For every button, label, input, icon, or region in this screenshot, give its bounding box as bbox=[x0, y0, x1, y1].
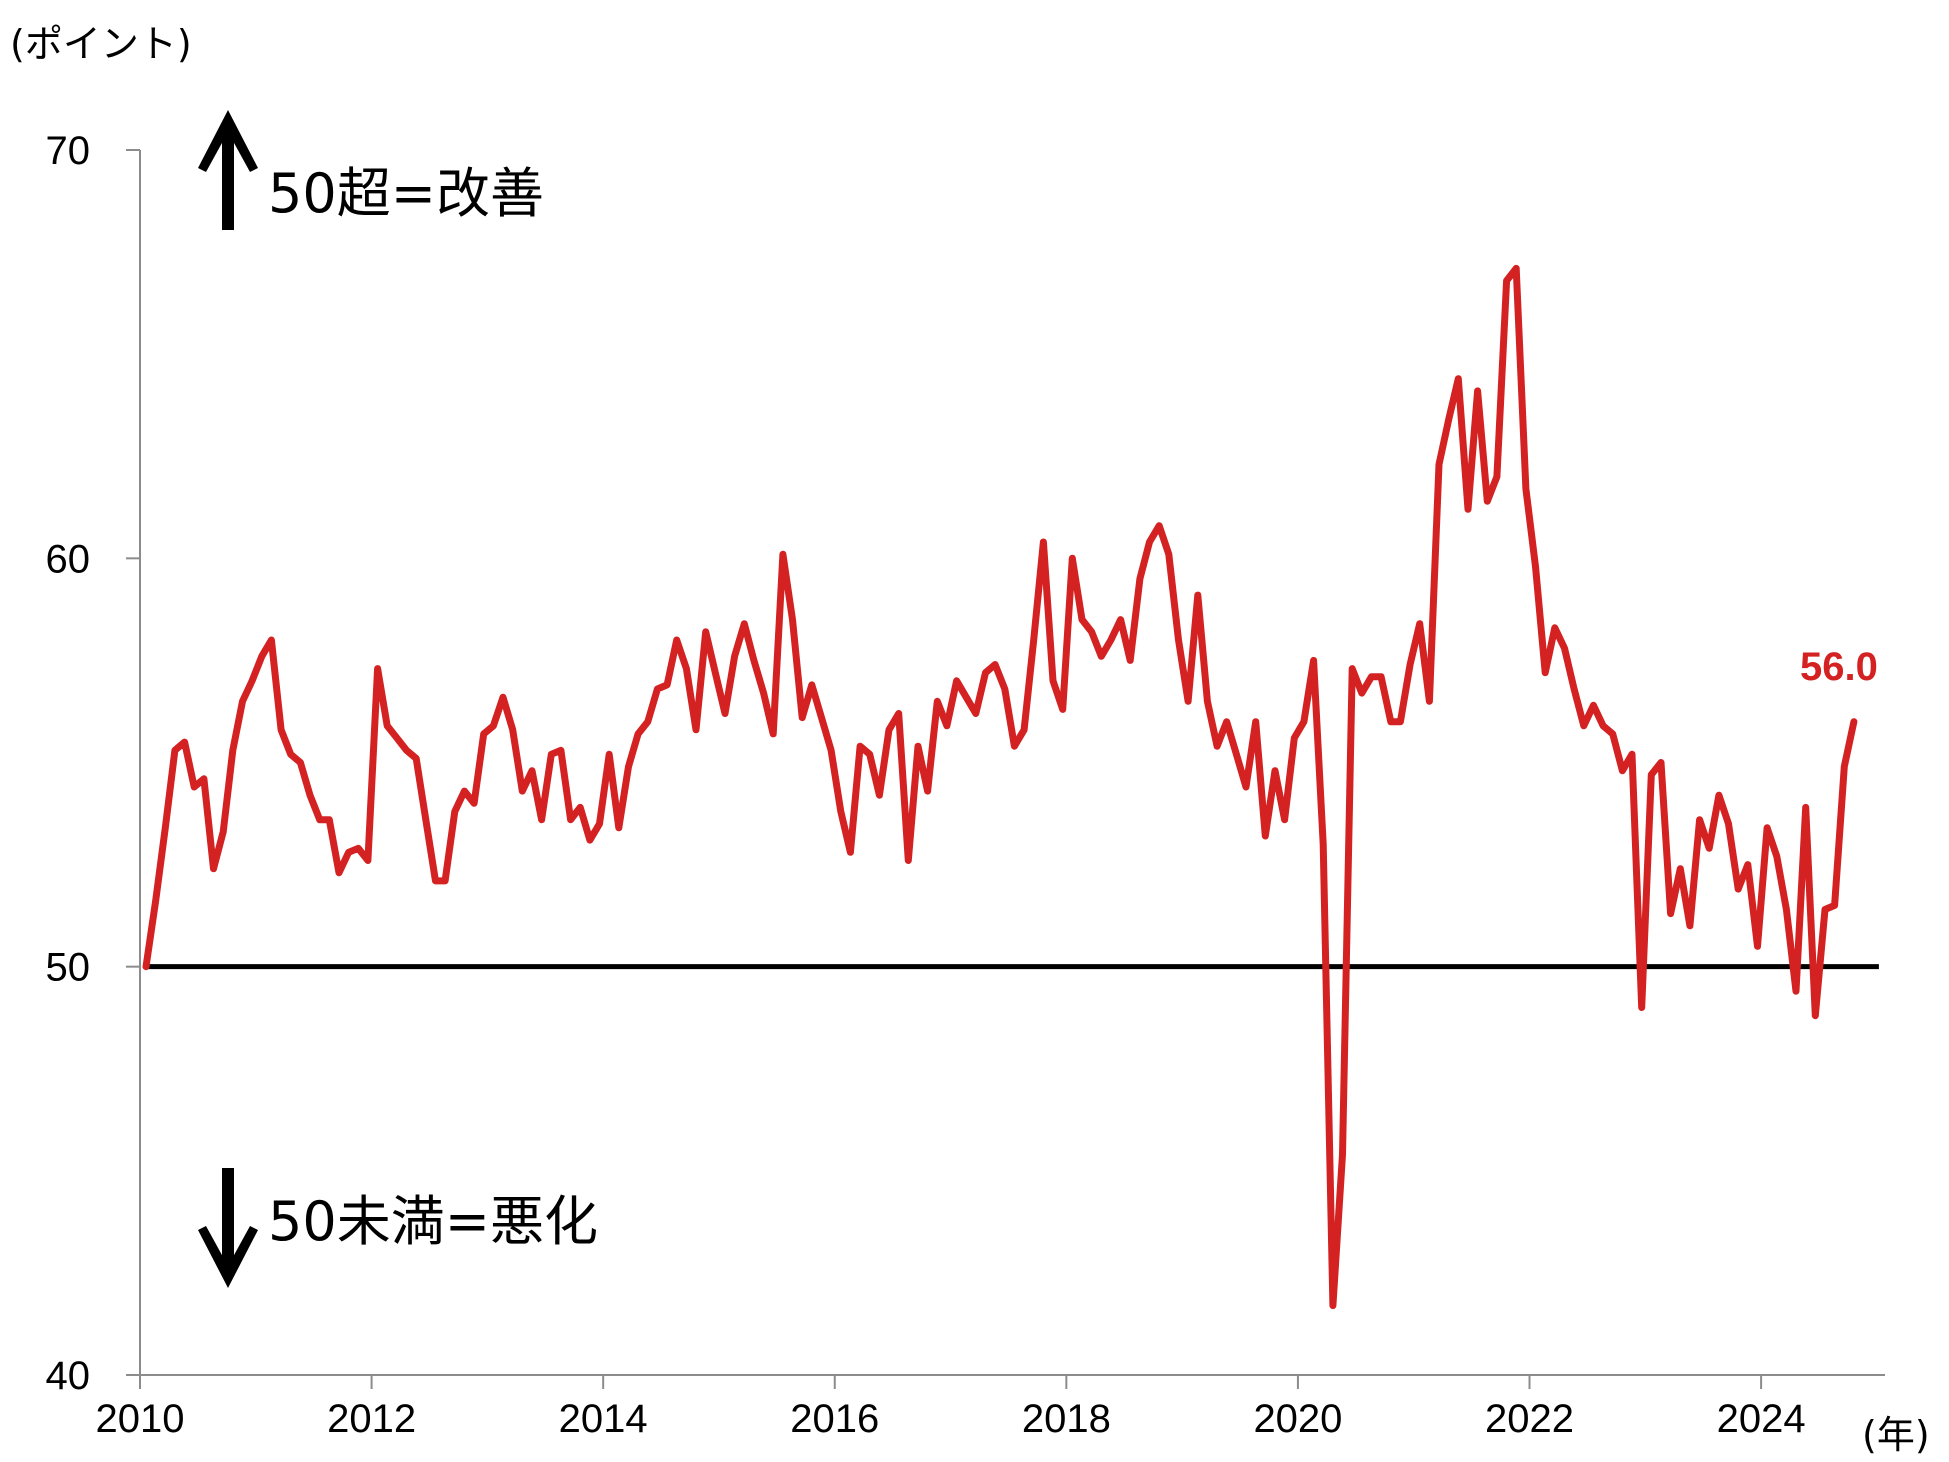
x-tick-label: 2024 bbox=[1717, 1397, 1806, 1441]
worsen-annotation: 50未満=悪化 bbox=[198, 1168, 598, 1288]
y-tick-label: 70 bbox=[46, 129, 91, 173]
down-arrow-head-icon bbox=[198, 1226, 258, 1288]
y-axis: 40 50 60 70 bbox=[46, 129, 141, 1398]
x-axis: 2010 2012 2014 2016 2018 2020 2022 2024 bbox=[96, 1374, 1885, 1441]
up-arrow-head-icon bbox=[198, 110, 258, 172]
y-tick-label: 50 bbox=[46, 946, 91, 990]
y-tick-label: 40 bbox=[46, 1354, 91, 1398]
series-line bbox=[142, 264, 1858, 1310]
x-tick-label: 2014 bbox=[559, 1397, 648, 1441]
x-tick-label: 2020 bbox=[1253, 1397, 1342, 1441]
x-tick-label: 2018 bbox=[1022, 1397, 1111, 1441]
x-tick-label: 2022 bbox=[1485, 1397, 1574, 1441]
y-tick-label: 60 bbox=[46, 537, 91, 581]
improve-annotation: 50超=改善 bbox=[198, 110, 544, 230]
x-tick-label: 2012 bbox=[327, 1397, 416, 1441]
last-value-label: 56.0 bbox=[1800, 645, 1878, 689]
y-axis-unit-label: (ポイント) bbox=[10, 22, 192, 66]
x-tick-label: 2016 bbox=[790, 1397, 879, 1441]
worsen-label: 50未満=悪化 bbox=[268, 1190, 598, 1253]
x-tick-label: 2010 bbox=[96, 1397, 185, 1441]
x-axis-unit-label: (年) bbox=[1862, 1413, 1930, 1457]
improve-label: 50超=改善 bbox=[268, 162, 544, 225]
